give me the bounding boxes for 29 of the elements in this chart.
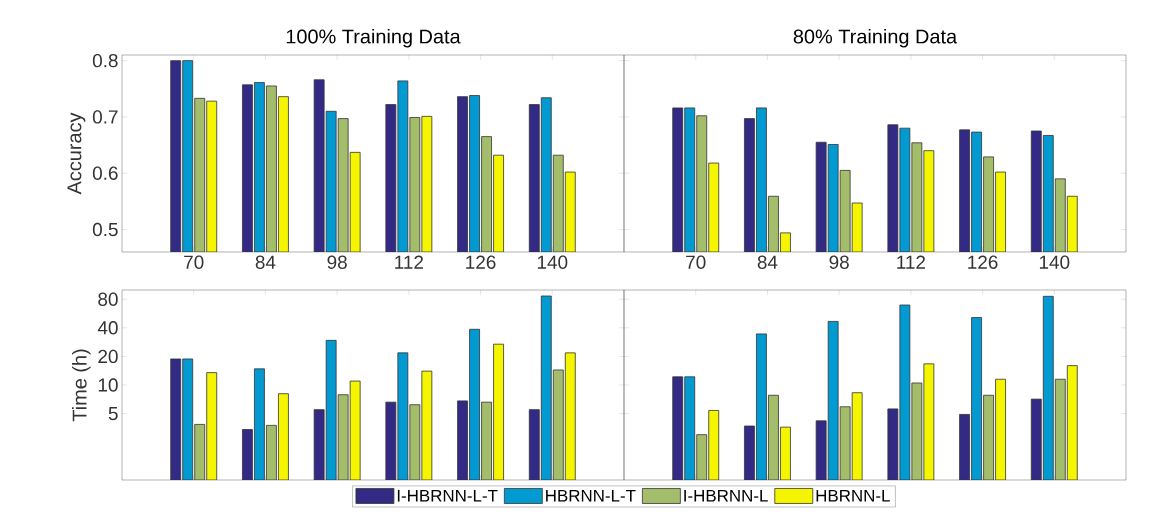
y-tick-label: 10 [98, 378, 118, 392]
x-tick-label: 126 [968, 255, 998, 269]
x-tick-label: 84 [255, 255, 276, 269]
x-tick-label: 140 [537, 255, 568, 269]
y-tick-label: 40 [97, 321, 118, 335]
y-tick-label: 0.7 [92, 110, 118, 124]
chart-title: 80% Training Data [793, 28, 958, 48]
legend-label: HBRNN-L [816, 489, 890, 502]
y-tick-label: 80 [98, 292, 118, 306]
x-tick-label: 70 [184, 255, 204, 269]
chart-title: 100% Training Data [286, 28, 461, 48]
y-tick-label: 0.6 [92, 166, 118, 180]
legend-label: I-HBRNN-L-T [397, 489, 498, 502]
y-axis-title: Time (h) [72, 349, 91, 422]
x-tick-label: 126 [466, 255, 496, 269]
x-tick-label: 112 [395, 255, 423, 269]
x-tick-label: 84 [757, 255, 778, 269]
x-tick-label: 98 [327, 255, 347, 269]
y-axis-title: Accuracy [67, 112, 86, 195]
y-tick-label: 20 [98, 349, 118, 364]
y-tick-label: 0.8 [92, 53, 118, 68]
y-tick-label: 0.5 [92, 222, 118, 237]
legend-label: I-HBRNN-L [684, 489, 768, 502]
x-tick-label: 98 [829, 255, 849, 269]
x-tick-label: 112 [897, 255, 925, 269]
x-tick-label: 140 [1039, 255, 1070, 269]
y-tick-label: 5 [108, 407, 118, 421]
legend-label: HBRNN-L-T [546, 489, 636, 502]
x-tick-label: 70 [686, 255, 706, 269]
